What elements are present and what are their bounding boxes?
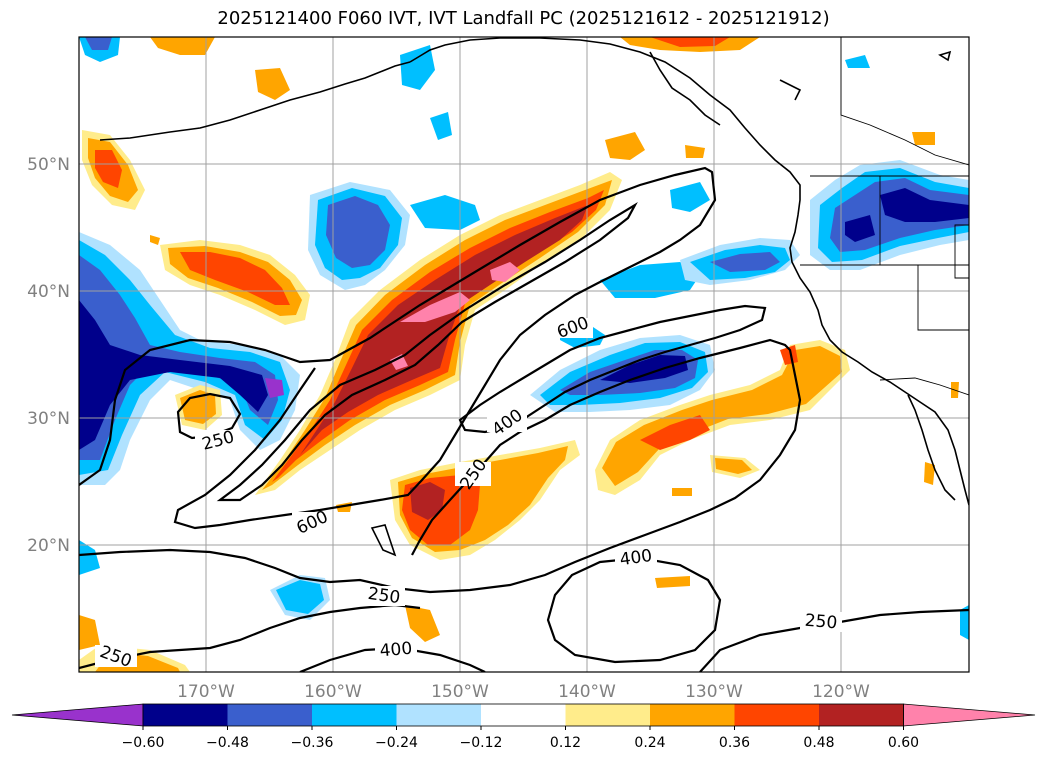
colorbar-segment	[481, 704, 566, 726]
colorbar-segment	[819, 704, 904, 726]
colorbar-segment	[650, 704, 735, 726]
colorbar-segment	[312, 704, 397, 726]
lon-label-120w: 120°W	[812, 682, 870, 702]
colorbar-tick-label: −0.36	[291, 735, 334, 751]
borders	[800, 37, 969, 396]
contour-label: 400	[379, 639, 413, 662]
lat-label-20n: 20°N	[27, 536, 70, 556]
colorbar-segment	[565, 704, 650, 726]
colorbar-outline	[142, 703, 904, 727]
colorbar-segment	[396, 704, 481, 726]
colorbar-tick-label: 0.24	[634, 735, 665, 751]
lat-label-50n: 50°N	[27, 155, 70, 175]
map-frame	[78, 36, 970, 673]
contour-label: 400	[489, 405, 527, 440]
lon-label-140w: 140°W	[558, 682, 616, 702]
colorbar-segment	[143, 704, 228, 726]
lon-label-170w: 170°W	[177, 682, 235, 702]
colorbar: −0.60 −0.48 −0.36 −0.24 −0.12 0.12 0.24 0.36 0.4…	[11, 703, 1036, 751]
contour-label: 250	[804, 611, 838, 634]
contour-label: 250	[367, 584, 402, 608]
colorbar-tick-label: −0.60	[122, 735, 165, 751]
longitude-labels: 170°W 160°W 150°W 140°W 130°W 120°W	[177, 682, 870, 702]
colorbar-tick-label: 0.60	[888, 735, 919, 751]
colorbar-extend-high	[903, 703, 1036, 727]
lon-label-150w: 150°W	[431, 682, 489, 702]
colorbar-tick-label: −0.48	[206, 735, 249, 751]
colorbar-segment	[227, 704, 312, 726]
lat-label-30n: 30°N	[27, 409, 70, 429]
contour-label-boxes	[95, 318, 842, 667]
colorbar-tick-label: 0.48	[803, 735, 834, 751]
lon-label-130w: 130°W	[685, 682, 743, 702]
colorbar-tick-label: 0.12	[550, 735, 581, 751]
colorbar-tick-label: −0.12	[460, 735, 503, 751]
colorbar-tick-label: 0.36	[719, 735, 750, 751]
map-title: 2025121400 F060 IVT, IVT Landfall PC (20…	[217, 8, 830, 29]
map-field: 600 400 250 250 600 250 400 400 250 250	[79, 37, 969, 672]
contour-label: 400	[619, 546, 654, 570]
contour-label: 600	[293, 507, 331, 539]
coastlines	[99, 37, 969, 557]
lat-label-40n: 40°N	[27, 282, 70, 302]
lon-label-160w: 160°W	[304, 682, 362, 702]
colorbar-tick-label: −0.24	[375, 735, 418, 751]
negative-pc-regions	[79, 37, 969, 640]
colorbar-segment	[734, 704, 819, 726]
colorbar-extend-low	[11, 703, 144, 727]
latitude-labels: 50°N 40°N 30°N 20°N	[27, 155, 70, 556]
